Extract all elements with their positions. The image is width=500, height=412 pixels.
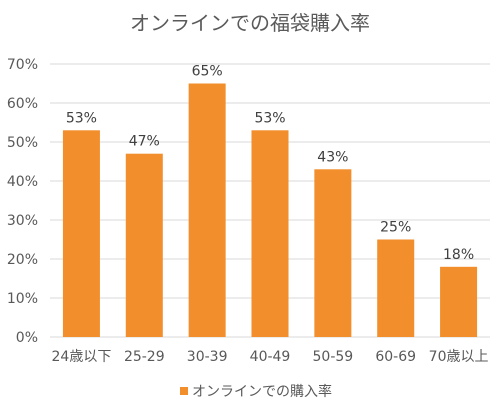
x-axis-categories: 24歳以下 25-29 30-39 40-49 50-59 60-69 70歳以上 bbox=[52, 349, 489, 365]
x-category-label: 24歳以下 bbox=[52, 349, 112, 365]
data-label: 53% bbox=[254, 110, 285, 126]
legend: オンラインでの購入率 bbox=[180, 383, 332, 400]
y-tick-label: 20% bbox=[7, 252, 38, 268]
data-label: 43% bbox=[317, 149, 348, 165]
legend-label: オンラインでの購入率 bbox=[192, 383, 332, 400]
bar bbox=[125, 153, 163, 337]
bar bbox=[314, 169, 352, 337]
bar bbox=[251, 130, 289, 337]
x-category-label: 50-59 bbox=[313, 349, 354, 365]
bar bbox=[62, 130, 100, 337]
y-tick-label: 0% bbox=[16, 330, 38, 346]
x-category-label: 30-39 bbox=[187, 349, 228, 365]
bar bbox=[377, 239, 415, 337]
data-labels: 53% 47% 65% 53% 43% 25% 18% bbox=[66, 64, 474, 263]
bars bbox=[62, 83, 478, 337]
y-tick-label: 50% bbox=[7, 135, 38, 151]
data-label: 65% bbox=[192, 64, 223, 80]
x-category-label: 40-49 bbox=[250, 349, 291, 365]
y-axis-ticks: 0% 10% 20% 30% 40% 50% 60% 70% bbox=[7, 57, 38, 346]
data-label: 18% bbox=[443, 247, 474, 263]
y-tick-label: 40% bbox=[7, 174, 38, 190]
data-label: 25% bbox=[380, 220, 411, 236]
data-label: 47% bbox=[129, 134, 160, 150]
x-category-label: 70歳以上 bbox=[429, 349, 489, 365]
y-tick-label: 10% bbox=[7, 291, 38, 307]
y-tick-label: 60% bbox=[7, 96, 38, 112]
x-category-label: 25-29 bbox=[124, 349, 165, 365]
x-category-label: 60-69 bbox=[375, 349, 416, 365]
y-tick-label: 70% bbox=[7, 57, 38, 73]
legend-swatch bbox=[180, 387, 188, 395]
bar bbox=[440, 266, 478, 337]
bar bbox=[188, 83, 226, 337]
y-tick-label: 30% bbox=[7, 213, 38, 229]
data-label: 53% bbox=[66, 110, 97, 126]
chart-title: オンラインでの福袋購入率 bbox=[130, 11, 370, 35]
